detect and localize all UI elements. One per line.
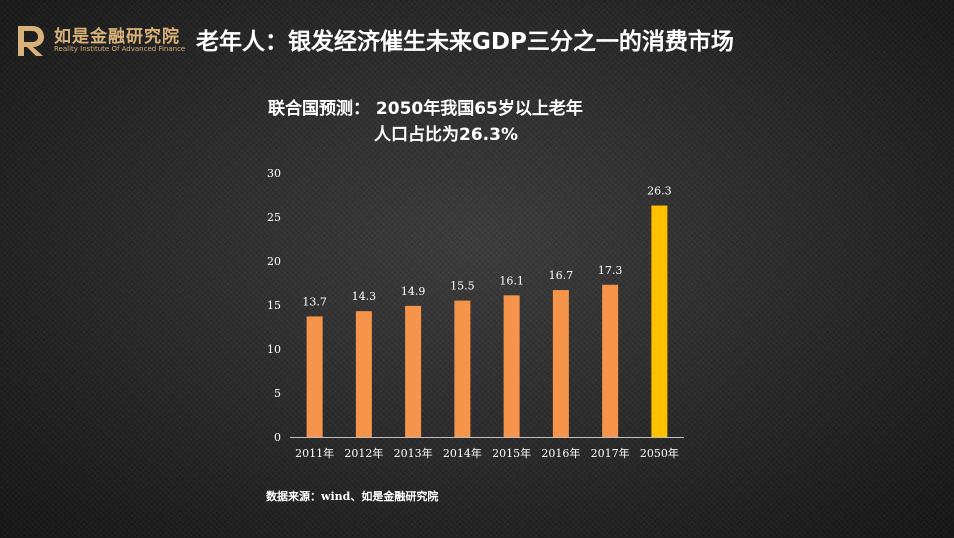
bar-value-label: 26.3 [647,185,672,198]
y-tick-label: 5 [274,387,281,400]
logo-english-name: Reality Institute Of Advanced Finance [54,45,186,53]
bar [602,284,619,437]
bar-value-label: 16.1 [499,274,524,287]
page-title: 老年人：银发经济催生未来GDP三分之一的消费市场 [196,29,734,55]
bar [306,316,323,437]
y-tick-label: 0 [274,431,281,444]
y-tick-label: 10 [267,343,281,356]
header: 如是金融研究院 Reality Institute Of Advanced Fi… [0,0,954,72]
logo-r-icon [18,26,44,56]
bar-value-label: 14.3 [352,290,377,303]
x-tick-label: 2016年 [541,446,580,460]
x-tick-label: 2014年 [443,446,482,460]
data-source-note: 数据来源：wind、如是金融研究院 [266,490,439,503]
chart-title: 联合国预测： 2050年我国65岁以上老年 人口占比为26.3% [268,96,688,148]
x-tick-label: 2013年 [394,446,433,460]
y-tick-label: 30 [267,167,281,180]
x-tick-label: 2017年 [591,446,630,460]
bar [355,311,372,437]
bar-value-label: 14.9 [401,285,426,298]
bar [503,295,520,437]
chart-title-line-2: 人口占比为26.3% [374,125,518,145]
y-tick-label: 25 [267,211,281,224]
bar [552,290,569,437]
chart-title-line-1: 联合国预测： 2050年我国65岁以上老年 [268,99,583,119]
bar-value-label: 15.5 [450,280,475,293]
x-tick-label: 2050年 [640,446,679,460]
bar [454,300,471,437]
x-tick-label: 2011年 [295,446,334,460]
logo-chinese-name: 如是金融研究院 [54,27,180,47]
bar-value-label: 13.7 [302,295,327,308]
y-tick-label: 20 [267,255,281,268]
bar-value-label: 17.3 [598,264,623,277]
x-tick-label: 2012年 [344,446,383,460]
x-tick-label: 2015年 [492,446,531,460]
bar [405,305,422,437]
bar-value-label: 16.7 [549,269,574,282]
bar [651,205,668,437]
y-tick-label: 15 [267,299,281,312]
